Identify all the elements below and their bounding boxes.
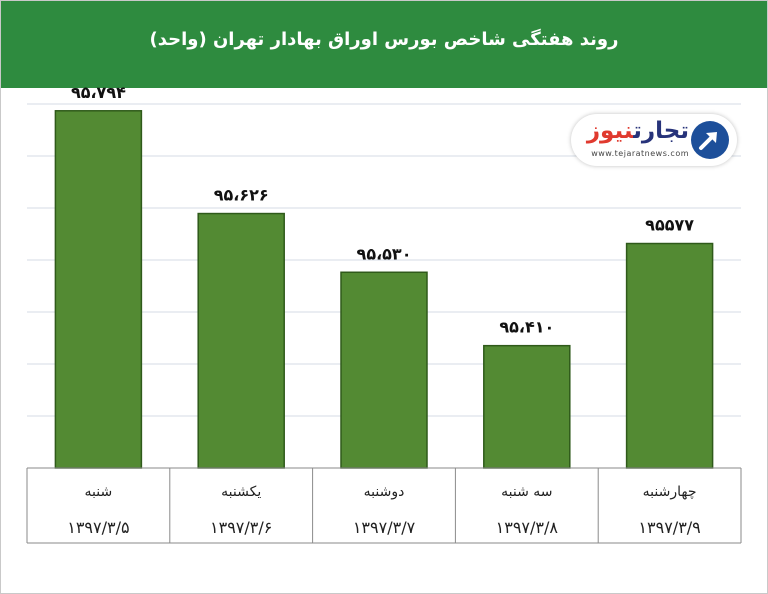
bar — [340, 271, 428, 469]
bar-value-label: ۹۵،۴۱۰ — [499, 318, 554, 337]
x-tick-day-label: دوشنبه — [364, 484, 405, 500]
tejarat-news-logo: تجارتنیوز www.tejaratnews.com — [571, 114, 737, 166]
x-tick-date-label: ۱۳۹۷/۳/۵ — [67, 518, 129, 537]
bar — [197, 212, 285, 469]
bar-value-label: ۹۵،۶۲۶ — [214, 186, 269, 205]
logo-url: www.tejaratnews.com — [591, 149, 689, 158]
bar-value-label: ۹۵،۵۳۰ — [357, 244, 412, 263]
bar — [54, 110, 143, 469]
x-tick-day-label: سه شنبه — [501, 484, 552, 500]
chart-header: روند هفتگی شاخص بورس اوراق بهادار تهران … — [1, 1, 767, 88]
logo-name: تجارتنیوز — [586, 118, 689, 144]
x-tick-day-label: چهارشنبه — [643, 484, 697, 500]
bar — [625, 242, 714, 469]
bar-value-label: ۹۵،۷۹۴ — [71, 83, 126, 102]
x-tick-day-label: یکشنبه — [221, 484, 261, 500]
chart-title: روند هفتگی شاخص بورس اوراق بهادار تهران … — [149, 29, 619, 50]
logo-arrow-icon — [691, 121, 729, 159]
x-tick-day-label: شنبه — [85, 484, 113, 500]
x-tick-date-label: ۱۳۹۷/۳/۸ — [496, 518, 559, 537]
x-tick-date-label: ۱۳۹۷/۳/۶ — [210, 518, 272, 537]
x-tick-date-label: ۱۳۹۷/۳/۹ — [638, 518, 700, 537]
x-tick-date-label: ۱۳۹۷/۳/۷ — [353, 518, 416, 537]
bar — [483, 344, 571, 469]
bar-value-label: ۹۵۵۷۷ — [645, 216, 694, 235]
